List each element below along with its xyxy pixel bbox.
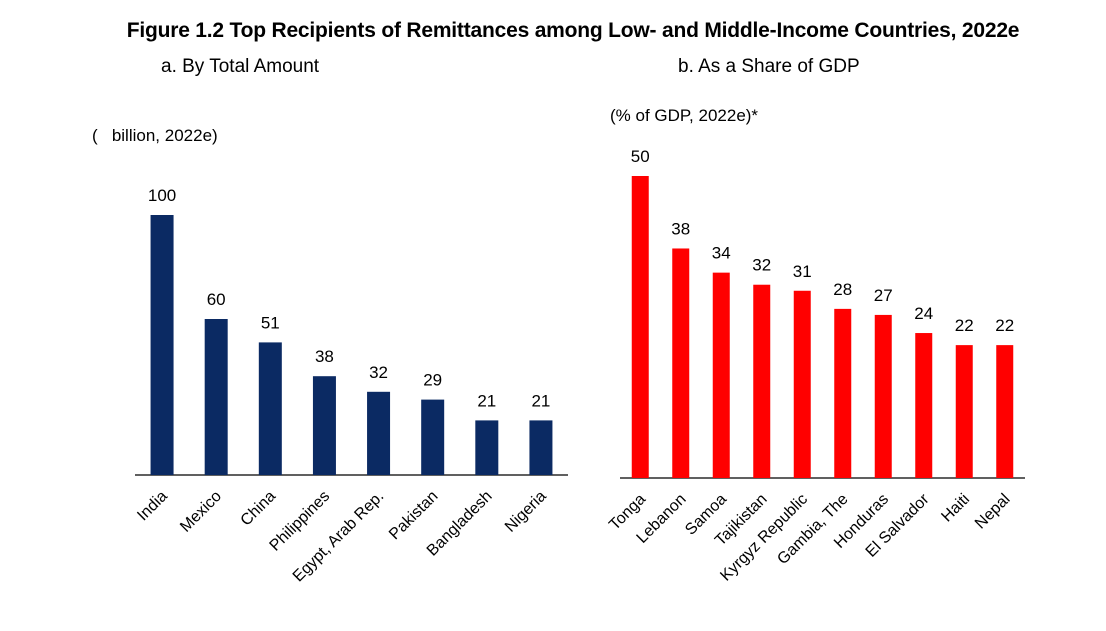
figure-title: Figure 1.2 Top Recipients of Remittances… [126,19,1020,42]
panel-b-bar [631,176,649,478]
panel-a-data-label: 51 [261,313,280,332]
panel-a-data-label: 100 [148,186,176,205]
panel-a-category-label: Mexico [177,488,225,536]
panel-b-bar [753,284,771,478]
panel-b-bar [712,272,730,478]
panel-b-bar [672,248,690,478]
panel-b-data-label: 24 [914,304,933,323]
panel-a-category-label: China [238,488,280,530]
panel-a-bar [367,391,391,475]
panel-b-bar [915,333,933,478]
panel-a-bar [150,215,174,475]
panel-b-data-label: 28 [833,280,852,299]
panel-b-data-label: 38 [671,219,690,238]
panel-b-data-label: 31 [793,262,812,281]
panel-b-data-label: 22 [955,316,974,335]
panel-b-subtitle: b. As a Share of GDP [678,56,860,77]
panel-a-unit-label: ( billion, 2022e) [92,126,218,145]
panel-b-bar [996,345,1014,478]
panel-a-bar [421,399,445,475]
panel-a-category-label: Egypt, Arab Rep. [290,488,388,586]
panel-b-data-label: 22 [995,316,1014,335]
panel-b-unit-label: (% of GDP, 2022e)* [610,106,759,125]
panel-b-bar [955,345,973,478]
panel-a-bar [204,319,228,475]
panel-b-data-label: 27 [874,286,893,305]
panel-b-category-label: Nepal [972,491,1014,533]
panel-b-category-label: Gambia, The [774,491,851,568]
panel-a-category-label: India [134,488,171,525]
panel-a-data-label: 32 [369,363,388,382]
panel-a-data-label: 21 [531,391,550,410]
panel-b-bar [874,314,892,478]
panel-a-subtitle: a. By Total Amount [161,56,320,77]
panel-b-data-label: 50 [631,147,650,166]
panel-b-bar [834,308,852,478]
panel-b-data-label: 34 [712,244,731,263]
panel-a-category-label: Nigeria [502,488,550,536]
panel-a-bar [475,420,499,475]
panel-a-data-label: 21 [477,391,496,410]
panel-a-data-label: 38 [315,347,334,366]
panel-a-data-label: 60 [207,290,226,309]
panel-a-bar [529,420,553,475]
panel-a-category-label: Pakistan [386,488,441,543]
panel-b-bar [793,290,811,478]
panel-b-category-label: Haiti [938,491,973,526]
panel-a-bar [258,342,282,475]
panel-b-data-label: 32 [752,256,771,275]
panel-a-data-label: 29 [423,371,442,390]
panel-a-bar [312,376,336,475]
